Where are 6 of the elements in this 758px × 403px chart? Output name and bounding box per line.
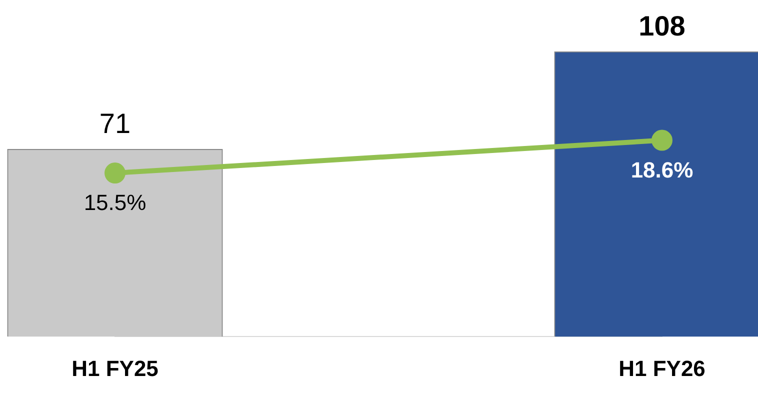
data-label: 15.5%: [84, 190, 146, 216]
data-label: 71: [99, 108, 131, 139]
x-tick-label: H1 FY25: [72, 356, 158, 381]
data-label: 18.6%: [630, 157, 694, 182]
data-label: 108: [638, 10, 686, 42]
x-tick-label: H1 FY26: [618, 356, 706, 381]
